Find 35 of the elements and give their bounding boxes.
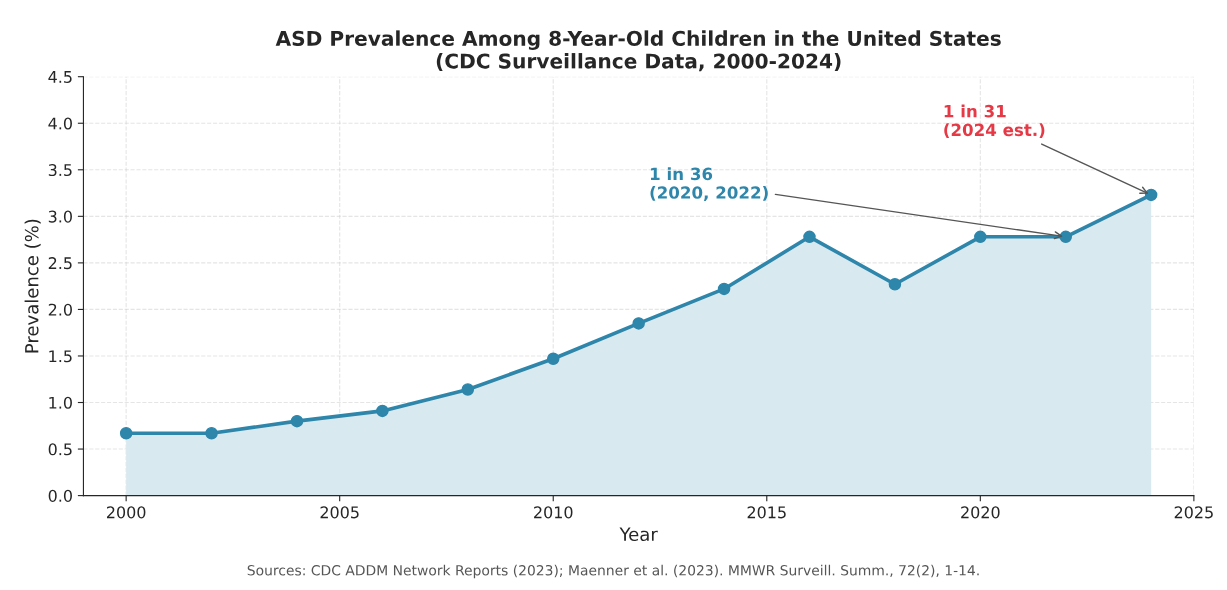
y-tick-label: 0.0 [48,489,72,502]
annotation: 1 in 31 (2024 est.) [944,104,1045,139]
y-tick-label: 4.5 [48,71,72,83]
y-tick-label: 1.5 [49,350,72,363]
point [1144,188,1158,202]
x-axis-title: Year [619,527,658,542]
point [717,282,731,296]
point [1059,230,1072,244]
point [546,352,560,366]
y-tick-label: 4.0 [48,117,72,130]
chart-title: ASD Prevalence Among 8-Year-Old Children in the United States (CDC Surveillance Data, 2000-2024) [275,30,1001,72]
x-tick-label: 2025 [1174,506,1213,519]
x-tick-label: 2020 [961,506,1000,519]
point [119,426,133,440]
y-tick-label: 0.5 [48,443,72,456]
point [290,414,304,428]
point [376,404,389,418]
annotation: 1 in 36 (2020, 2022) [650,167,768,201]
point [888,278,902,291]
point [461,383,475,396]
y-tick-label: 1.0 [49,396,72,409]
y-tick-label: 2.0 [48,303,72,316]
point [205,426,218,440]
point [632,317,645,330]
x-tick-label: 2015 [747,506,786,519]
point [974,230,987,244]
y-tick-label: 3.0 [48,210,72,223]
x-tick-label: 2000 [106,506,146,519]
y-tick-label: 3.5 [48,164,72,177]
x-tick-label: 2010 [534,506,573,519]
point [803,230,816,244]
x-tick-label: 2005 [320,506,359,519]
source-note: Sources: CDC ADDM Network Reports (2023); Maenner et al. (2023). MMWR Surveill. Summ., 72(2), 1-14. [247,564,979,579]
y-tick-label: 2.5 [48,257,72,270]
y-axis-title: Prevalence (%) [24,219,41,353]
